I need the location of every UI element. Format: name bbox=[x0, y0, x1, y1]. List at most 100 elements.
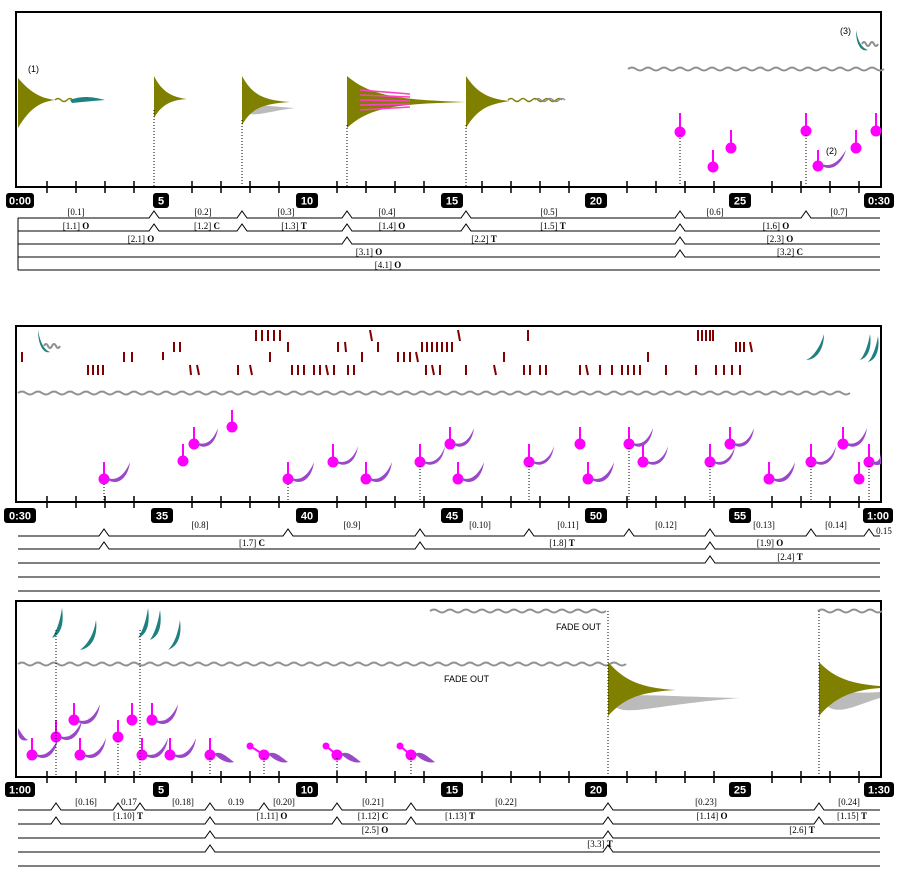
section-label: [3.3] T bbox=[587, 839, 613, 849]
row-3-axis: 1:00 5 10 15 20 25 1:30 bbox=[5, 771, 894, 797]
decay-shape bbox=[347, 76, 466, 128]
score-row-3: FADE OUT FADE OUT bbox=[5, 600, 894, 867]
decay-shape bbox=[242, 76, 295, 125]
time-label: 0:00 bbox=[9, 196, 31, 208]
time-label: 25 bbox=[734, 196, 746, 208]
section-label: [0.2] bbox=[194, 207, 211, 217]
section-label: [3.1] O bbox=[356, 247, 383, 257]
time-marker bbox=[585, 193, 607, 208]
section-label: [0.20] bbox=[273, 797, 295, 807]
decay-shape bbox=[154, 76, 187, 118]
sustain-wave bbox=[429, 608, 607, 614]
time-marker bbox=[151, 508, 173, 523]
time-marker bbox=[441, 193, 463, 208]
time-marker bbox=[585, 782, 607, 797]
time-marker bbox=[864, 782, 894, 797]
annotation-2: (2) bbox=[826, 146, 837, 156]
time-label: 1:00 bbox=[867, 511, 889, 523]
section-lines bbox=[18, 528, 880, 592]
section-label: [1.11] O bbox=[257, 811, 288, 821]
swoosh-figure bbox=[806, 334, 824, 360]
section-label: 0.19 bbox=[228, 797, 244, 807]
fade-out-label: FADE OUT bbox=[444, 674, 490, 684]
time-marker bbox=[4, 508, 36, 523]
time-label: 5 bbox=[158, 196, 164, 208]
time-marker bbox=[153, 782, 169, 797]
swoosh-figure bbox=[52, 608, 181, 650]
swoosh-figure bbox=[860, 334, 871, 360]
time-label: 55 bbox=[734, 511, 746, 523]
swoosh-figure bbox=[868, 336, 879, 362]
onset-lines bbox=[103, 448, 870, 502]
comma-figure bbox=[822, 150, 846, 169]
time-label: 15 bbox=[446, 785, 458, 797]
section-label: [0.14] bbox=[825, 520, 847, 530]
time-marker bbox=[6, 193, 34, 208]
section-label: [0.16] bbox=[75, 797, 97, 807]
section-label: [1.2] C bbox=[194, 221, 220, 231]
section-label: [1.14] O bbox=[696, 811, 727, 821]
section-label: [2.6] T bbox=[789, 825, 815, 835]
section-label: [0.21] bbox=[362, 797, 384, 807]
sustain-wave bbox=[817, 608, 883, 614]
fade-out-label: FADE OUT bbox=[556, 622, 602, 632]
section-label: [3.2] C bbox=[777, 247, 803, 257]
section-label: [1.13] T bbox=[445, 811, 475, 821]
time-marker bbox=[153, 193, 169, 208]
row-2-frame bbox=[15, 325, 882, 503]
time-marker bbox=[296, 508, 318, 523]
section-labels: [0.1] [0.2] [0.3] [0.4] [0.5] [0.6] [0.7… bbox=[63, 207, 848, 270]
swoosh-figure bbox=[38, 330, 50, 353]
annotation-3: (3) bbox=[840, 26, 851, 36]
row-1-frame bbox=[15, 11, 882, 188]
time-marker bbox=[441, 782, 463, 797]
sustain-wave bbox=[17, 661, 627, 667]
time-marker bbox=[863, 508, 893, 523]
section-label: [0.24] bbox=[838, 797, 860, 807]
time-label: 25 bbox=[734, 785, 746, 797]
time-marker bbox=[864, 193, 894, 208]
section-labels: [0.8] [0.9] [0.10] [0.11] [0.12] [0.13] … bbox=[191, 520, 892, 562]
swoosh-wave bbox=[43, 343, 61, 349]
section-label: [0.7] bbox=[830, 207, 847, 217]
section-label: [4.1] O bbox=[375, 260, 402, 270]
section-label: [0.1] bbox=[67, 207, 84, 217]
pulse-marks bbox=[21, 329, 753, 376]
section-label: [0.6] bbox=[706, 207, 723, 217]
sustain-wave bbox=[627, 66, 885, 72]
time-label: 10 bbox=[301, 196, 313, 208]
row-2-axis: 0:30 35 40 45 50 55 1:00 bbox=[4, 496, 893, 523]
section-label: [1.1] O bbox=[63, 221, 90, 231]
time-label: 15 bbox=[446, 196, 458, 208]
annotation-1: (1) bbox=[28, 64, 39, 74]
time-marker bbox=[585, 508, 607, 523]
time-label: 40 bbox=[301, 511, 313, 523]
section-label: [2.5] O bbox=[362, 825, 389, 835]
sustain-wave bbox=[17, 390, 851, 396]
section-label: [0.3] bbox=[277, 207, 294, 217]
section-label: [0.4] bbox=[378, 207, 395, 217]
decay-shape bbox=[608, 662, 740, 716]
section-label: [0.11] bbox=[557, 520, 578, 530]
pin-figure bbox=[26, 703, 417, 761]
pin-figure bbox=[674, 113, 882, 173]
time-label: 0:30 bbox=[868, 196, 890, 208]
section-label: [1.3] T bbox=[281, 221, 307, 231]
time-label: 1:00 bbox=[9, 785, 31, 797]
time-label: 20 bbox=[590, 196, 602, 208]
section-label: [1.4] O bbox=[379, 221, 406, 231]
time-label: 0:30 bbox=[9, 511, 31, 523]
time-marker bbox=[729, 508, 751, 523]
section-label: [0.18] bbox=[172, 797, 194, 807]
comma-figure bbox=[18, 704, 435, 763]
section-label: [2.3] O bbox=[767, 234, 794, 244]
section-label: [0.22] bbox=[495, 797, 517, 807]
section-label: [1.8] T bbox=[549, 538, 575, 548]
comma-figure bbox=[108, 428, 881, 482]
onset-lines bbox=[153, 110, 807, 187]
time-marker bbox=[5, 782, 35, 797]
score-row-2: 0:30 35 40 45 50 55 1:00 [0.8] [0.9] [0.… bbox=[4, 325, 893, 592]
section-lines bbox=[17, 210, 880, 271]
